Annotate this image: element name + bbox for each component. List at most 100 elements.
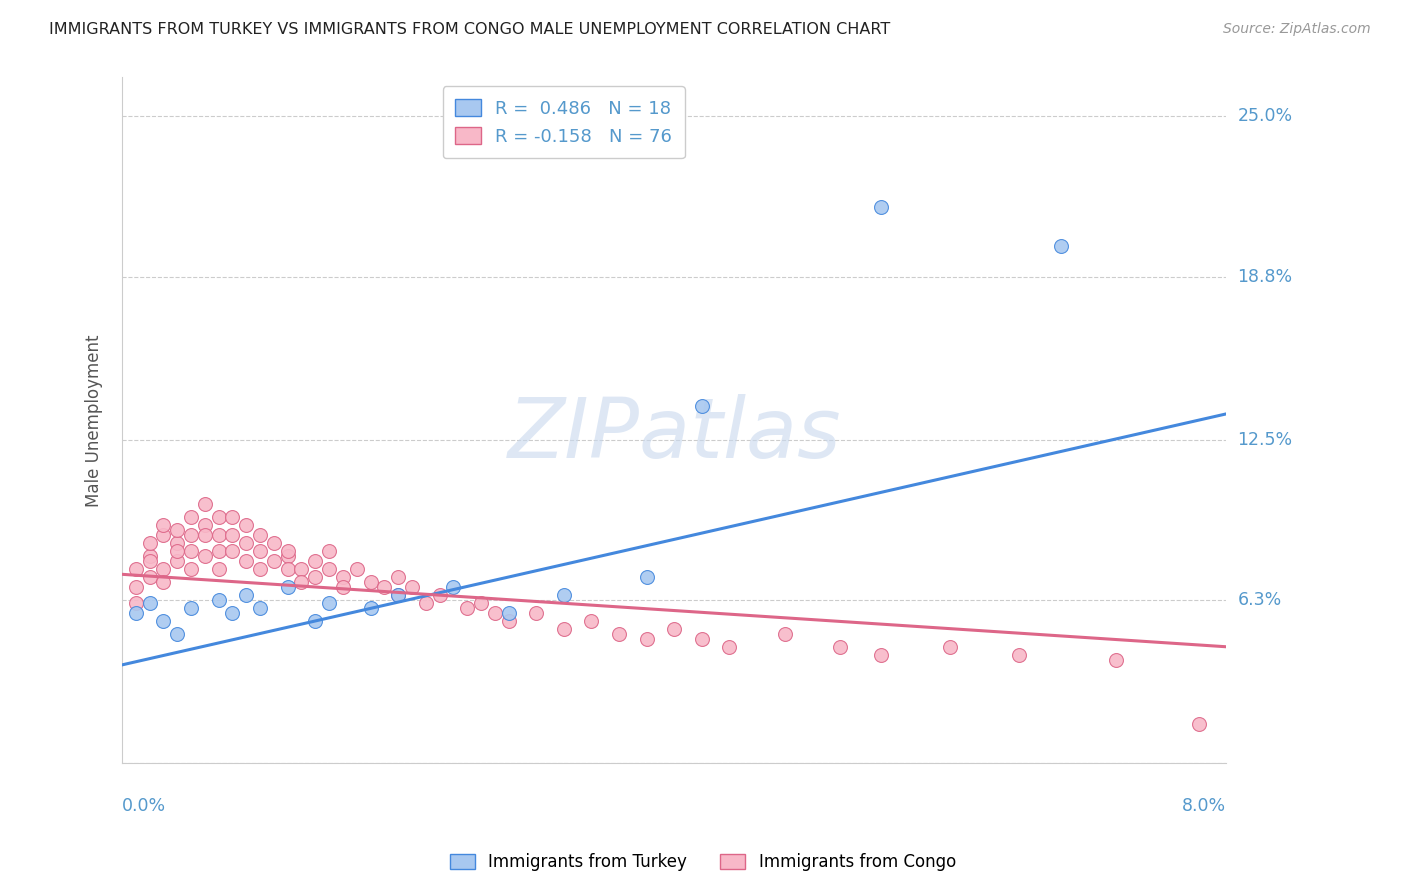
Point (235, 536, 257, 550)
Point (125, 562, 148, 576)
Point (332, 570, 354, 584)
Point (125, 606, 148, 620)
Point (636, 632, 658, 646)
Point (581, 614, 603, 628)
Y-axis label: Male Unemployment: Male Unemployment (86, 334, 103, 507)
Point (718, 640, 741, 654)
Point (249, 528, 271, 542)
Point (387, 588, 409, 602)
Text: 6.3%: 6.3% (1237, 591, 1282, 609)
Point (166, 627, 188, 641)
Point (194, 498, 217, 512)
Text: 8.0%: 8.0% (1182, 797, 1226, 814)
Point (138, 554, 160, 568)
Point (360, 601, 382, 615)
Point (441, 580, 464, 594)
Point (553, 622, 575, 636)
Point (870, 200, 893, 214)
Text: 25.0%: 25.0% (1237, 107, 1292, 125)
Point (221, 510, 243, 524)
Text: 18.8%: 18.8% (1237, 268, 1292, 285)
Point (125, 580, 148, 594)
Point (664, 622, 686, 636)
Point (1049, 238, 1071, 252)
Point (138, 549, 160, 564)
Point (125, 596, 148, 610)
Point (401, 580, 423, 594)
Point (318, 596, 340, 610)
Text: 0.0%: 0.0% (122, 797, 166, 814)
Point (180, 601, 202, 615)
Point (194, 518, 217, 533)
Point (208, 510, 231, 524)
Point (456, 601, 478, 615)
Point (290, 575, 312, 590)
Point (484, 606, 506, 620)
Point (249, 601, 271, 615)
Point (415, 596, 437, 610)
Point (138, 596, 160, 610)
Point (1008, 648, 1031, 662)
Point (152, 575, 174, 590)
Text: 12.5%: 12.5% (1237, 431, 1292, 449)
Point (221, 544, 243, 558)
Point (166, 554, 188, 568)
Point (524, 606, 547, 620)
Point (194, 528, 217, 542)
Point (194, 549, 217, 564)
Point (235, 554, 257, 568)
Point (138, 536, 160, 550)
Point (277, 544, 299, 558)
Point (263, 554, 285, 568)
Point (870, 648, 893, 662)
Point (387, 588, 409, 602)
Text: IMMIGRANTS FROM TURKEY VS IMMIGRANTS FROM CONGO MALE UNEMPLOYMENT CORRELATION CH: IMMIGRANTS FROM TURKEY VS IMMIGRANTS FRO… (49, 22, 890, 37)
Point (1105, 653, 1128, 667)
Point (235, 588, 257, 602)
Text: Source: ZipAtlas.com: Source: ZipAtlas.com (1223, 22, 1371, 37)
Point (208, 593, 231, 607)
Point (235, 518, 257, 533)
Point (277, 549, 299, 564)
Point (939, 640, 962, 654)
Legend: R =  0.486   N = 18, R = -0.158   N = 76: R = 0.486 N = 18, R = -0.158 N = 76 (443, 87, 685, 159)
Point (690, 399, 713, 413)
Point (828, 640, 851, 654)
Point (180, 510, 202, 524)
Point (249, 562, 271, 576)
Point (138, 570, 160, 584)
Point (304, 554, 326, 568)
Point (166, 524, 188, 538)
Point (429, 588, 451, 602)
Point (470, 596, 492, 610)
Point (373, 580, 395, 594)
Point (636, 570, 658, 584)
Point (152, 614, 174, 628)
Point (208, 544, 231, 558)
Point (690, 632, 713, 646)
Point (773, 627, 796, 641)
Legend: Immigrants from Turkey, Immigrants from Congo: Immigrants from Turkey, Immigrants from … (441, 845, 965, 880)
Point (318, 562, 340, 576)
Point (387, 570, 409, 584)
Point (152, 562, 174, 576)
Point (152, 518, 174, 533)
Point (221, 528, 243, 542)
Point (304, 614, 326, 628)
Point (166, 544, 188, 558)
Point (318, 544, 340, 558)
Point (180, 528, 202, 542)
Point (152, 528, 174, 542)
Text: ZIPatlas: ZIPatlas (508, 393, 841, 475)
Point (221, 606, 243, 620)
Point (180, 562, 202, 576)
Point (498, 606, 520, 620)
Point (1188, 717, 1211, 731)
Point (249, 544, 271, 558)
Point (346, 562, 368, 576)
Point (553, 588, 575, 602)
Point (208, 562, 231, 576)
Point (304, 570, 326, 584)
Point (290, 562, 312, 576)
Point (498, 614, 520, 628)
